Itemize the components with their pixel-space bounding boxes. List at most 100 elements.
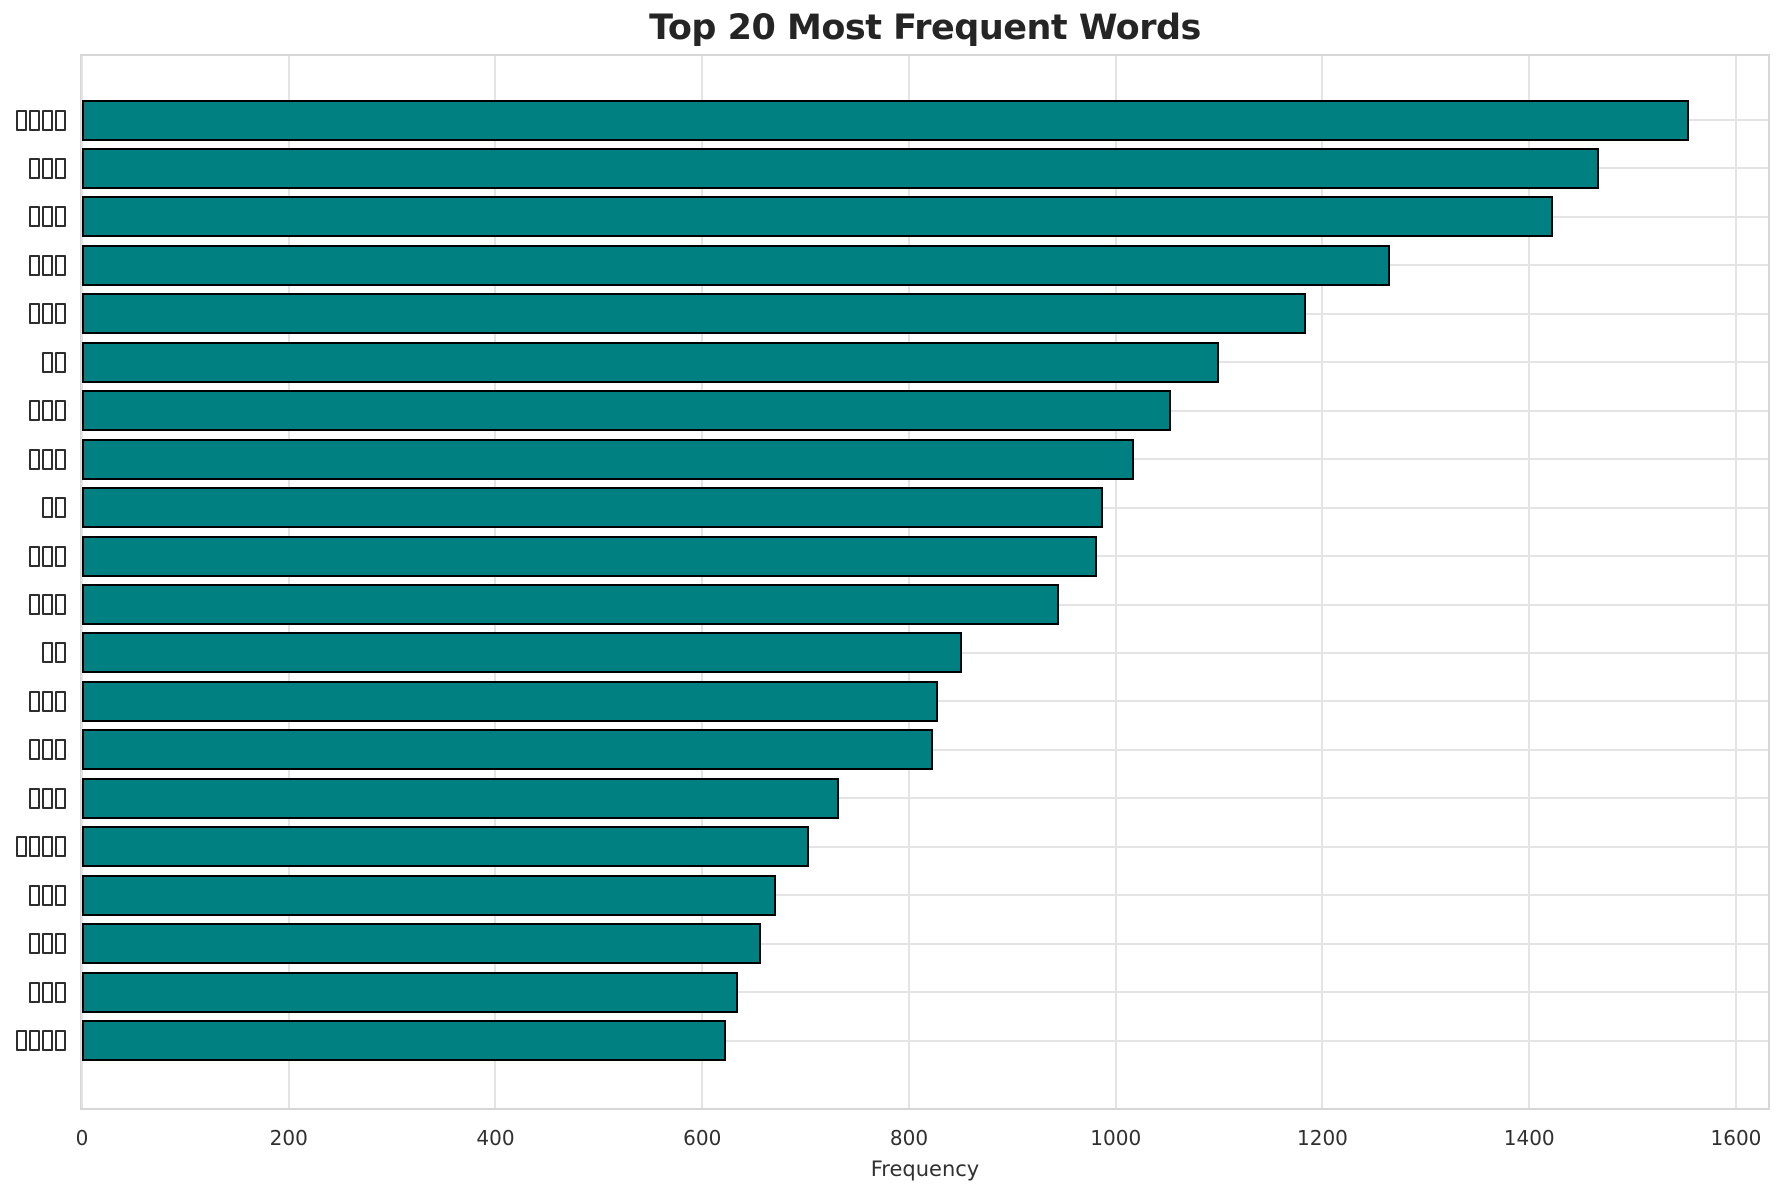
missing-glyph-box [29, 303, 40, 325]
x-axis-tick-labels: 0 200 400 600 800 1000 1200 1400 1600 [76, 1126, 1768, 1152]
frequency-bar [82, 1020, 726, 1062]
missing-glyph-box [29, 690, 40, 712]
missing-glyph-box [29, 400, 40, 422]
missing-glyph-box [55, 303, 66, 325]
missing-glyph-box [55, 448, 66, 470]
missing-glyph-box [55, 981, 66, 1003]
x-tick-label: 800 [889, 1126, 929, 1150]
frequency-bar [82, 874, 776, 916]
missing-glyph-box [55, 690, 66, 712]
missing-glyph-box [29, 836, 40, 858]
missing-glyph-box [55, 400, 66, 422]
missing-glyph-box [55, 351, 66, 373]
missing-glyph-box [29, 787, 40, 809]
missing-glyph-box [55, 836, 66, 858]
missing-glyph-box [42, 448, 53, 470]
y-tick-label [29, 206, 66, 228]
grid-line-vertical [1734, 56, 1737, 1108]
grid-line-vertical [1114, 56, 1117, 1108]
grid-line-horizontal [82, 797, 1768, 800]
missing-glyph-box [42, 642, 53, 664]
y-tick-label [29, 933, 66, 955]
missing-glyph-box [42, 254, 53, 276]
y-tick-label [29, 400, 66, 422]
grid-line-horizontal [82, 1039, 1768, 1042]
missing-glyph-box [16, 1030, 27, 1052]
missing-glyph-box [55, 109, 66, 131]
grid-line-horizontal [82, 845, 1768, 848]
missing-glyph-box [42, 351, 53, 373]
missing-glyph-box [29, 1030, 40, 1052]
frequency-bar [82, 777, 839, 819]
missing-glyph-box [42, 303, 53, 325]
frequency-bar [82, 244, 1390, 286]
missing-glyph-box [16, 109, 27, 131]
missing-glyph-box [29, 157, 40, 179]
y-tick-label [16, 109, 66, 131]
frequency-bar [82, 971, 739, 1013]
frequency-bar [82, 341, 1220, 383]
x-tick-label: 1600 [1710, 1126, 1762, 1150]
missing-glyph-box [55, 787, 66, 809]
missing-glyph-box [29, 594, 40, 615]
grid-line-horizontal [82, 991, 1768, 994]
x-tick-label: 400 [476, 1126, 515, 1150]
missing-glyph-box [42, 594, 53, 615]
y-tick-label [29, 303, 66, 325]
missing-glyph-box [42, 400, 53, 422]
grid-line-horizontal [82, 894, 1768, 897]
y-tick-label [29, 787, 66, 809]
x-tick-label: 1200 [1297, 1126, 1348, 1150]
missing-glyph-box [16, 836, 27, 858]
missing-glyph-box [42, 933, 53, 955]
frequency-bar [82, 680, 938, 722]
missing-glyph-box [55, 594, 66, 615]
frequency-bar [82, 632, 962, 674]
frequency-bar [82, 99, 1690, 141]
grid-line-vertical [81, 56, 83, 1108]
plot-area [80, 54, 1770, 1110]
y-tick-label [29, 254, 66, 276]
missing-glyph-box [55, 739, 66, 761]
y-tick-label [29, 448, 66, 470]
missing-glyph-box [29, 206, 40, 228]
y-axis-tick-labels [0, 56, 66, 1108]
missing-glyph-box [55, 254, 66, 276]
x-tick-label: 1400 [1503, 1126, 1555, 1150]
grid-line-horizontal [82, 942, 1768, 945]
y-tick-label [29, 545, 66, 567]
missing-glyph-box [42, 545, 53, 567]
y-tick-label [29, 594, 66, 615]
y-tick-label [29, 981, 66, 1003]
grid-line-vertical [907, 56, 910, 1108]
missing-glyph-box [42, 206, 53, 228]
x-tick-label: 1000 [1090, 1126, 1142, 1150]
frequency-bar [82, 438, 1135, 480]
missing-glyph-box [42, 109, 53, 131]
missing-glyph-box [42, 884, 53, 906]
frequency-bar [82, 923, 762, 965]
x-axis-label: Frequency [870, 1157, 980, 1181]
missing-glyph-box [29, 933, 40, 955]
missing-glyph-box [29, 254, 40, 276]
y-tick-label [42, 642, 66, 664]
missing-glyph-box [55, 884, 66, 906]
grid-line-vertical [1321, 56, 1324, 1108]
missing-glyph-box [55, 642, 66, 664]
x-tick-label: 200 [269, 1126, 308, 1150]
frequency-bar [82, 147, 1600, 189]
missing-glyph-box [29, 884, 40, 906]
y-tick-label [16, 836, 66, 858]
y-tick-label [29, 739, 66, 761]
missing-glyph-box [42, 1030, 53, 1052]
missing-glyph-box [42, 981, 53, 1003]
frequency-bar [82, 196, 1553, 238]
x-tick-label: 0 [75, 1126, 89, 1150]
frequency-bar [82, 535, 1098, 577]
y-tick-label [29, 690, 66, 712]
y-tick-label [16, 1030, 66, 1052]
x-tick-label: 600 [683, 1126, 722, 1150]
missing-glyph-box [42, 787, 53, 809]
missing-glyph-box [55, 157, 66, 179]
